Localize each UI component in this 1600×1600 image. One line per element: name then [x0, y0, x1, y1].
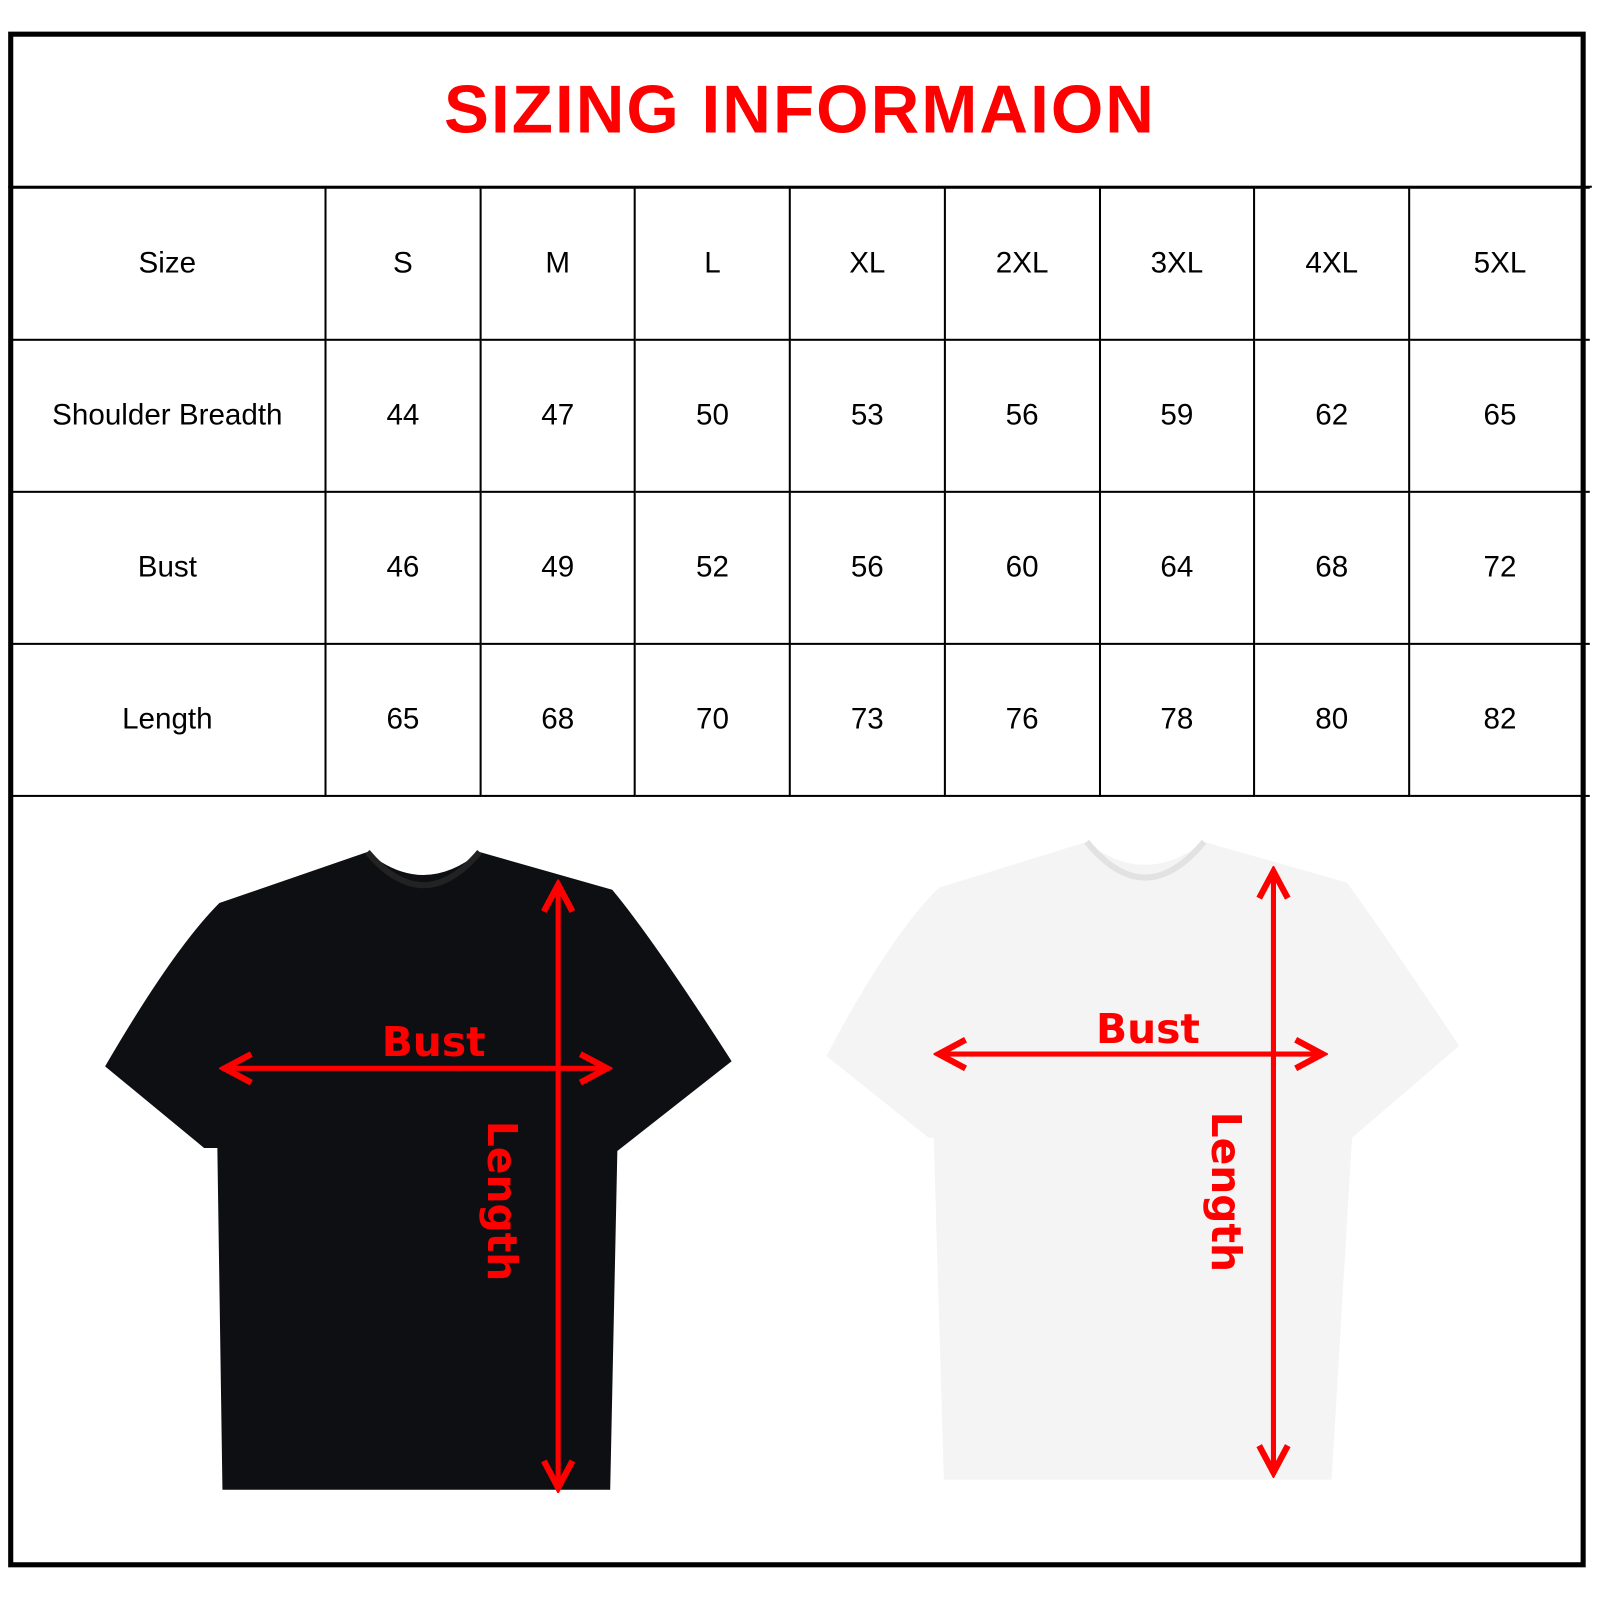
- table-cell: 53: [788, 338, 946, 493]
- black-shirt-diagram: Bust Length: [105, 850, 732, 1490]
- table-cell: 68: [479, 642, 637, 797]
- table-cell: 65: [1408, 338, 1590, 493]
- table-row: Bust 46 49 52 56 60 64 68 72: [10, 490, 1590, 645]
- table-cell: L: [634, 186, 791, 341]
- header-row: Size S M L XL 2XL 3XL 4XL 5XL: [10, 186, 1590, 341]
- table-cell: 82: [1408, 642, 1590, 797]
- table-cell: 44: [324, 338, 482, 493]
- table-cell: 50: [634, 338, 791, 493]
- table-cell: 73: [788, 642, 946, 797]
- outer-border: [8, 31, 1586, 1568]
- page-title: SIZING INFORMAION: [8, 32, 1592, 188]
- row-label: Length: [10, 642, 327, 797]
- bust-label: Bust: [382, 1018, 486, 1066]
- table-cell: 47: [479, 338, 637, 493]
- table-cell: M: [479, 186, 637, 341]
- table-cell: 49: [479, 490, 637, 645]
- table-row: Shoulder Breadth 44 47 50 53 56 59 62 65: [10, 338, 1590, 493]
- table-cell: 56: [943, 338, 1101, 493]
- row-label: Size: [10, 186, 327, 341]
- white-tshirt-image: [826, 841, 1460, 1480]
- length-label: Length: [478, 1121, 526, 1281]
- length-label: Length: [1202, 1112, 1250, 1272]
- white-shirt-diagram: Bust Length: [826, 839, 1460, 1480]
- table-cell: S: [324, 186, 482, 341]
- table-cell: 78: [1098, 642, 1256, 797]
- table-cell: 65: [324, 642, 482, 797]
- table-cell: 72: [1408, 490, 1590, 645]
- table-cell: 59: [1098, 338, 1256, 493]
- bust-label: Bust: [1096, 1005, 1200, 1053]
- table-cell: 52: [634, 490, 791, 645]
- table-cell: 76: [943, 642, 1101, 797]
- table-cell: 46: [324, 490, 482, 645]
- row-label: Shoulder Breadth: [10, 338, 327, 493]
- table-row: Length 65 68 70 73 76 78 80 82: [10, 642, 1590, 797]
- table-cell: 64: [1098, 490, 1256, 645]
- table-cell: 5XL: [1408, 186, 1590, 341]
- table-cell: 4XL: [1253, 186, 1411, 341]
- table-cell: XL: [788, 186, 946, 341]
- table-cell: 56: [788, 490, 946, 645]
- size-table: Size S M L XL 2XL 3XL 4XL 5XL Shoulder Breadth 44 4…: [10, 186, 1590, 797]
- table-cell: 80: [1253, 642, 1411, 797]
- table-cell: 62: [1253, 338, 1411, 493]
- table-cell: 68: [1253, 490, 1411, 645]
- table-cell: 70: [634, 642, 791, 797]
- table-cell: 2XL: [943, 186, 1101, 341]
- table-cell: 3XL: [1098, 186, 1256, 341]
- row-label: Bust: [10, 490, 327, 645]
- table-cell: 60: [943, 490, 1101, 645]
